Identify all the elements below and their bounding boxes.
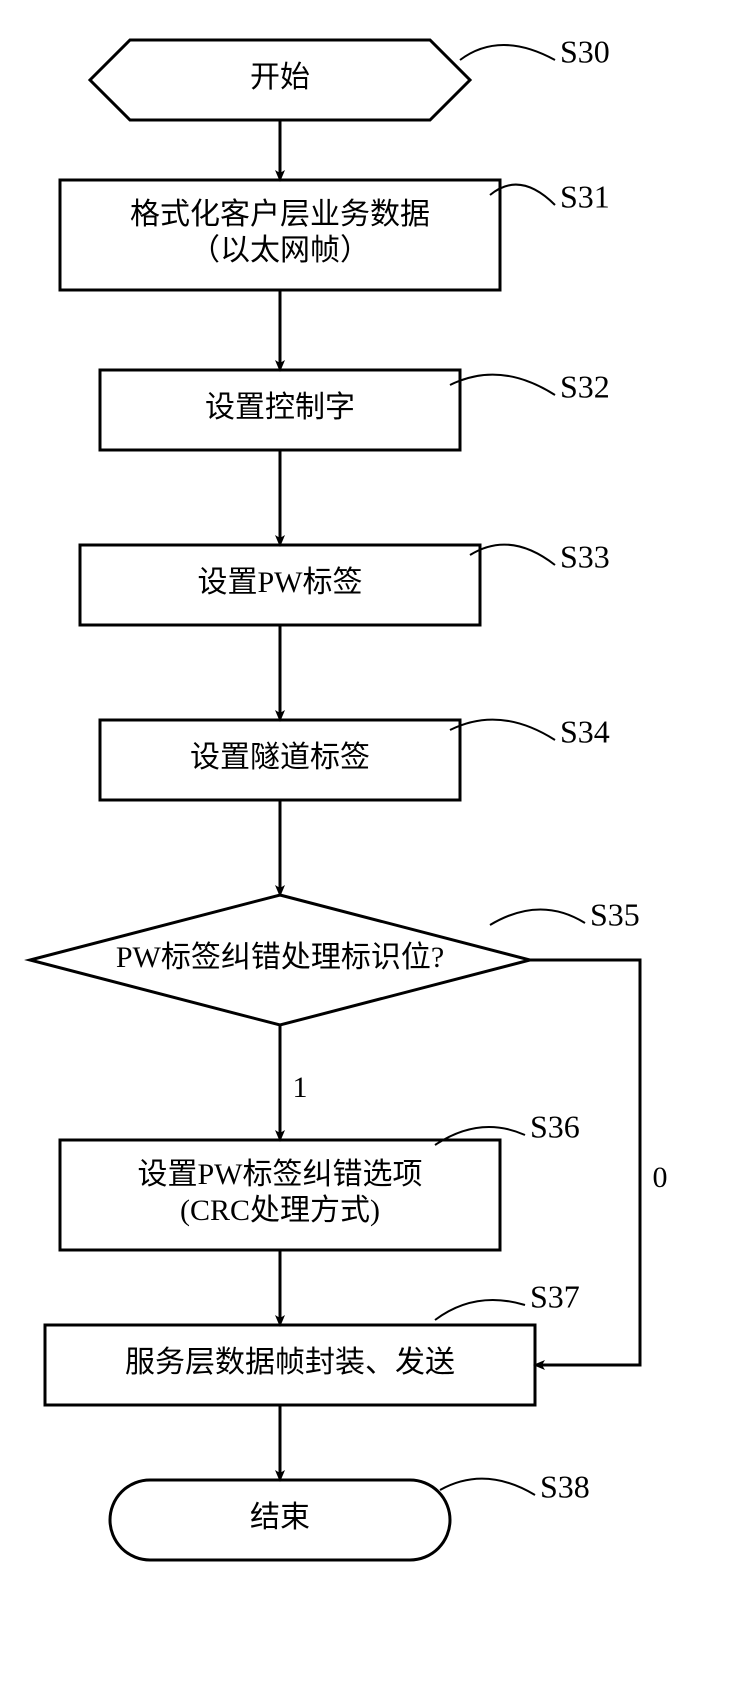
step-label-S33: S33: [560, 538, 610, 574]
step-connector-4: [450, 720, 555, 740]
edge-label-5: 1: [293, 1071, 308, 1104]
edge-label-8: 0: [653, 1161, 668, 1194]
step-label-S31: S31: [560, 178, 610, 214]
step-label-S36: S36: [530, 1108, 580, 1144]
step-connector-0: [460, 45, 555, 60]
svg-text:开始: 开始: [250, 61, 310, 94]
step-label-S38: S38: [540, 1468, 590, 1504]
svg-text:服务层数据帧封装、发送: 服务层数据帧封装、发送: [125, 1346, 455, 1379]
svg-text:设置PW标签纠错选项: 设置PW标签纠错选项: [138, 1158, 423, 1191]
svg-text:设置PW标签: 设置PW标签: [198, 566, 363, 599]
step-connector-5: [490, 909, 585, 925]
svg-text:格式化客户层业务数据: 格式化客户层业务数据: [130, 198, 430, 231]
svg-text:结束: 结束: [250, 1501, 310, 1534]
step-connector-2: [450, 375, 555, 395]
svg-text:设置控制字: 设置控制字: [205, 391, 355, 424]
step-label-S32: S32: [560, 368, 610, 404]
svg-text:(CRC处理方式): (CRC处理方式): [180, 1194, 380, 1227]
flowchart-canvas: 开始 S30 格式化客户层业务数据（以太网帧） S31 设置控制字 S32 设置PW标签 S3…: [0, 0, 756, 1684]
step-label-S30: S30: [560, 33, 610, 69]
step-label-S37: S37: [530, 1278, 580, 1314]
step-label-S35: S35: [590, 896, 640, 932]
step-connector-6: [435, 1127, 525, 1145]
svg-text:设置隧道标签: 设置隧道标签: [190, 741, 370, 774]
step-connector-3: [470, 545, 555, 565]
svg-text:PW标签纠错处理标识位?: PW标签纠错处理标识位?: [116, 941, 444, 974]
step-label-S34: S34: [560, 713, 610, 749]
svg-text:（以太网帧）: （以太网帧）: [190, 234, 370, 267]
step-connector-8: [440, 1479, 535, 1495]
step-connector-7: [435, 1300, 525, 1320]
